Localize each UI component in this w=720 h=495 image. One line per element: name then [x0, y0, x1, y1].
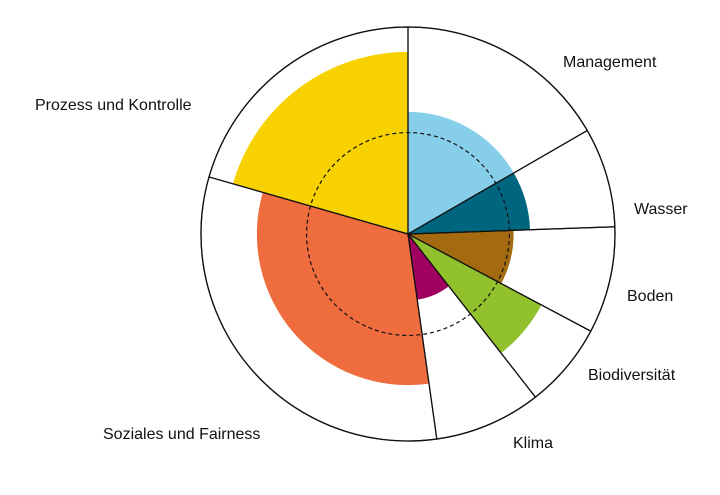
sector-wasser — [408, 172, 531, 234]
sector-klima — [408, 234, 449, 300]
label-klima: Klima — [513, 435, 553, 452]
label-boden: Boden — [627, 288, 673, 305]
sector-boden — [408, 230, 514, 284]
sector-biodiversitaet — [408, 234, 542, 354]
sector-prozess-und-kontrolle — [232, 51, 408, 235]
sector-soziales-und-fairness — [256, 192, 430, 386]
sector-management — [408, 111, 514, 234]
label-management: Management — [563, 54, 657, 71]
label-wasser: Wasser — [634, 201, 688, 218]
chart-sectors — [232, 51, 542, 386]
label-soziales-und-fairness: Soziales und Fairness — [103, 426, 260, 443]
outer-circle — [200, 26, 616, 442]
label-biodiversitaet: Biodiversität — [588, 367, 676, 384]
label-prozess-und-kontrolle: Prozess und Kontrolle — [35, 97, 192, 114]
reference-circle — [305, 131, 511, 337]
